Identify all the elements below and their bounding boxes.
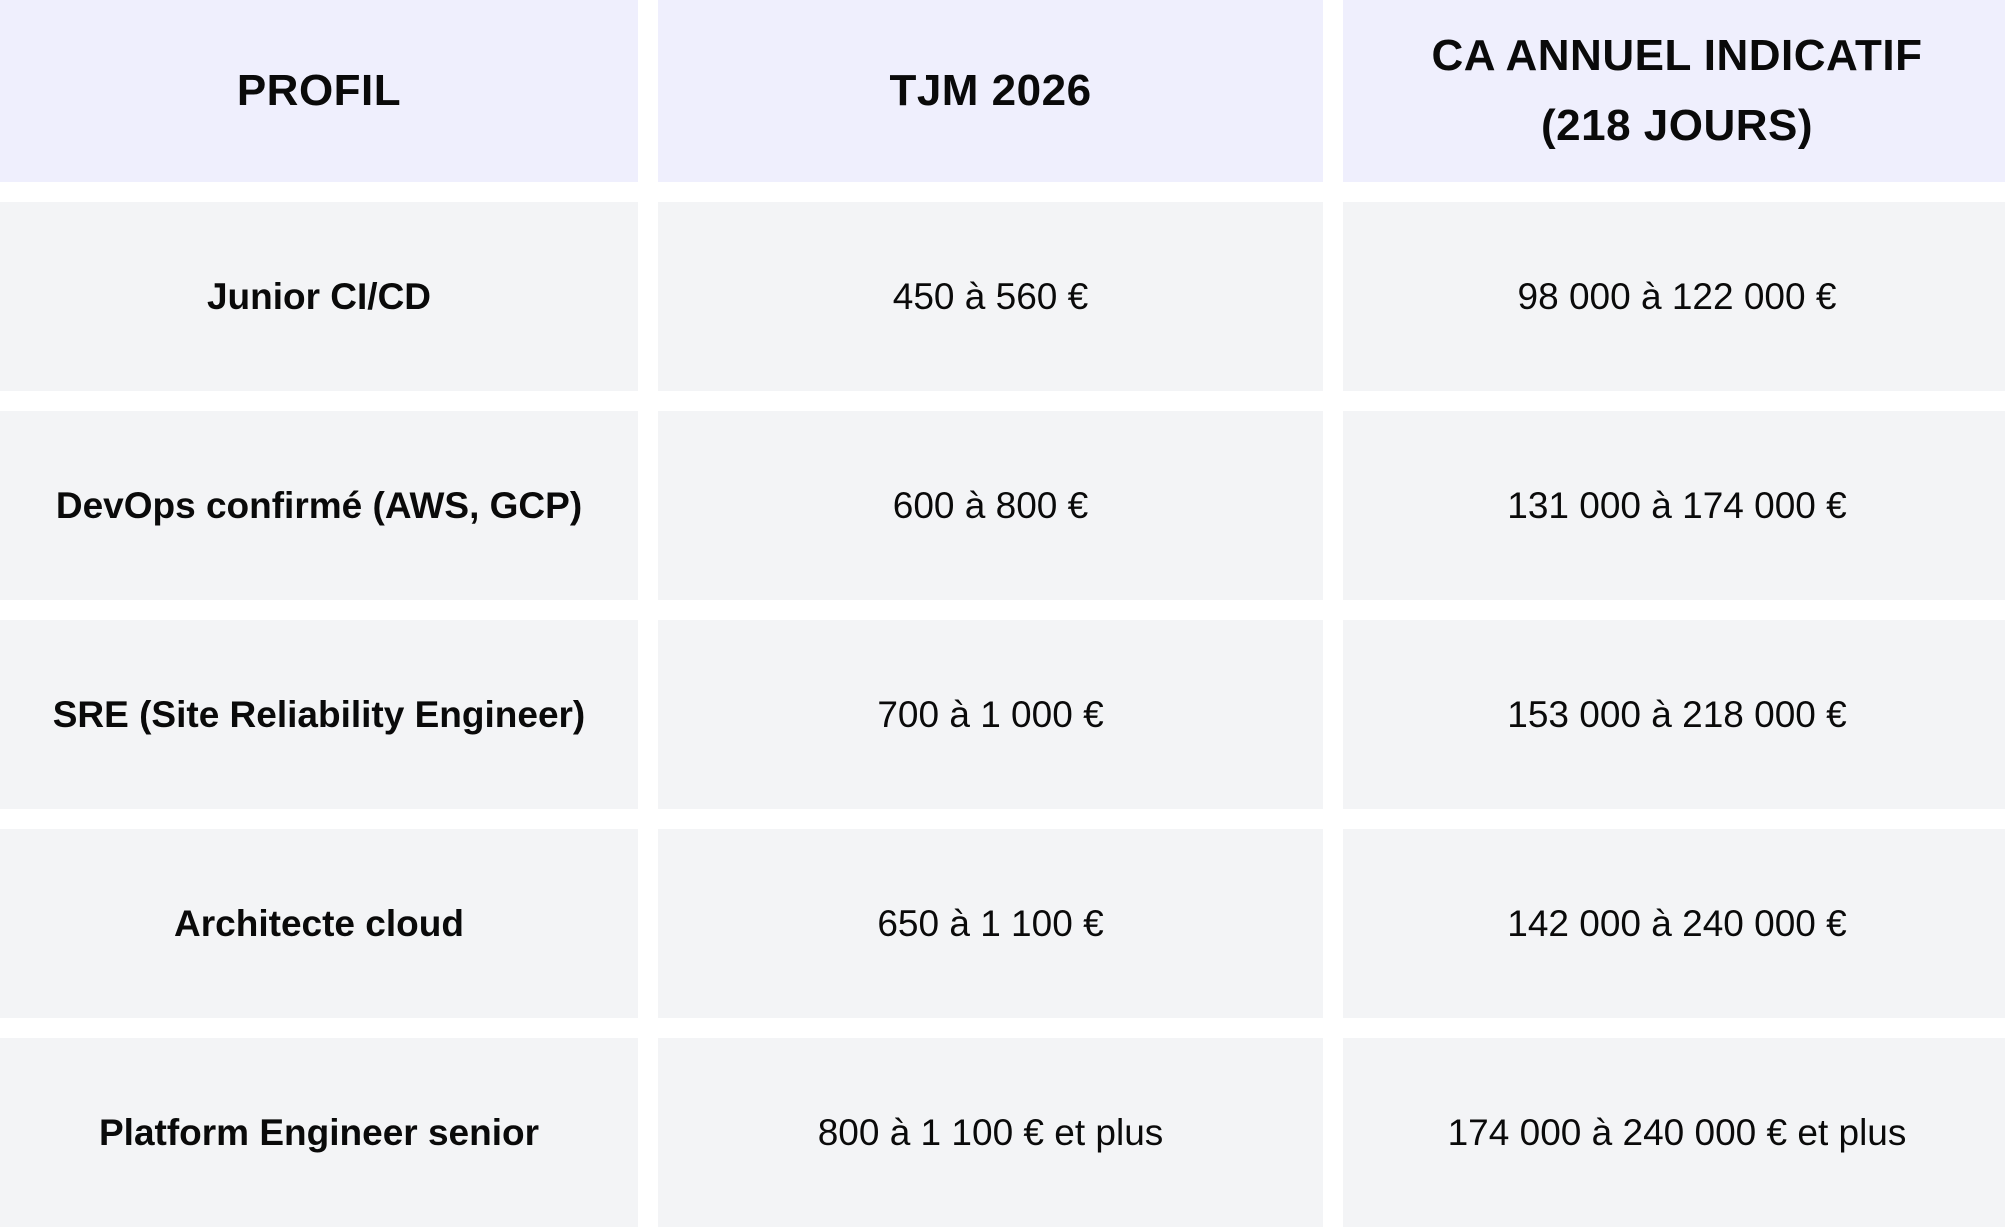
row-5-profil: Platform Engineer senior [0,1038,638,1227]
row-4-tjm: 650 à 1 100 € [658,829,1323,1018]
row-3-profil: SRE (Site Reliability Engineer) [0,620,638,809]
row-3-tjm: 700 à 1 000 € [658,620,1323,809]
row-3-ca: 153 000 à 218 000 € [1343,620,2005,809]
row-4-profil: Architecte cloud [0,829,638,1018]
row-2-profil: DevOps confirmé (AWS, GCP) [0,411,638,600]
row-5-ca: 174 000 à 240 000 € et plus [1343,1038,2005,1227]
header-profil: PROFIL [0,0,638,182]
row-1-profil: Junior CI/CD [0,202,638,391]
row-5-tjm: 800 à 1 100 € et plus [658,1038,1323,1227]
row-2-ca: 131 000 à 174 000 € [1343,411,2005,600]
header-ca-annuel: CA ANNUEL INDICATIF (218 JOURS) [1343,0,2005,182]
row-2-tjm: 600 à 800 € [658,411,1323,600]
row-1-ca: 98 000 à 122 000 € [1343,202,2005,391]
row-4-ca: 142 000 à 240 000 € [1343,829,2005,1018]
row-1-tjm: 450 à 560 € [658,202,1323,391]
header-tjm: TJM 2026 [658,0,1323,182]
